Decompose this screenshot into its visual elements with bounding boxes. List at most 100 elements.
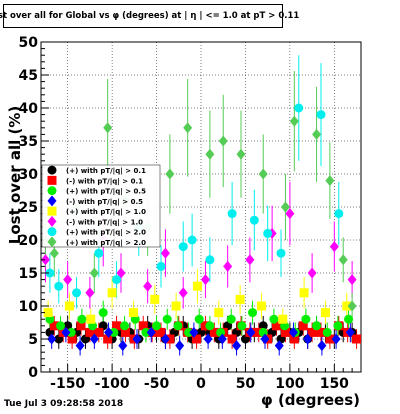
y-tick-label: 30 xyxy=(19,167,39,183)
data-point xyxy=(338,254,348,266)
y-axis-ticks: 0 5 10 15 20 25 30 35 40 45 50 xyxy=(19,35,49,381)
data-point xyxy=(77,314,87,324)
data-point xyxy=(317,340,327,352)
data-point xyxy=(256,301,266,311)
data-point xyxy=(89,333,99,345)
data-point xyxy=(203,333,213,345)
data-point xyxy=(94,248,104,258)
data-point xyxy=(312,321,322,331)
x-tick-label: -100 xyxy=(95,376,130,392)
data-point xyxy=(347,300,357,312)
data-point xyxy=(260,333,270,345)
data-point xyxy=(175,340,185,352)
legend-marker xyxy=(47,165,57,175)
data-point xyxy=(248,308,258,318)
data-point xyxy=(334,209,344,219)
data-point xyxy=(258,168,268,180)
data-point xyxy=(289,334,299,344)
data-point xyxy=(342,301,352,311)
legend-label: (+) with pT/|q| > 0.5 xyxy=(66,188,146,197)
data-point xyxy=(205,321,215,331)
data-point xyxy=(192,334,202,344)
legend-label: (+) with pT/|q| > 0.1 xyxy=(66,167,146,176)
data-point xyxy=(94,327,104,337)
x-tick-label: 50 xyxy=(236,376,256,392)
data-point xyxy=(205,255,215,265)
data-point xyxy=(61,326,71,338)
data-point xyxy=(194,314,204,324)
data-point xyxy=(104,326,114,338)
data-point xyxy=(192,281,202,291)
legend-label: (-) with pT/|q| > 0.5 xyxy=(66,198,143,207)
y-tick-label: 10 xyxy=(19,299,39,315)
y-tick-label: 45 xyxy=(19,68,38,84)
data-point xyxy=(132,333,142,345)
legend-label: (+) with pT/|q| > 2.0 xyxy=(66,239,146,248)
y-tick-label: 40 xyxy=(19,101,39,117)
y-axis-title: Lost over all (%) xyxy=(6,106,24,244)
data-point xyxy=(160,333,170,345)
data-point xyxy=(43,308,53,318)
chart-title: Lost over all for Global vs φ (degrees) … xyxy=(0,11,300,21)
data-point xyxy=(118,340,128,352)
x-axis-ticks: -150 -100 -50 0 50 100 150 xyxy=(40,364,362,392)
data-point xyxy=(235,294,245,304)
data-point xyxy=(64,301,74,311)
data-point xyxy=(325,334,335,344)
y-tick-label: 50 xyxy=(19,35,39,51)
y-tick-label: 25 xyxy=(19,200,38,216)
data-point xyxy=(301,314,311,324)
y-tick-label: 5 xyxy=(28,332,38,348)
data-point xyxy=(128,308,138,318)
timestamp-footer: Tue Jul 3 09:28:58 2018 xyxy=(4,399,124,409)
data-point xyxy=(103,334,113,344)
data-point xyxy=(205,148,215,160)
chart-title-box: Lost over all for Global vs φ (degrees) … xyxy=(0,4,299,28)
data-point xyxy=(209,327,219,337)
data-point xyxy=(150,294,160,304)
data-point xyxy=(298,321,308,331)
data-point xyxy=(184,327,194,337)
data-point xyxy=(263,228,273,238)
data-point xyxy=(56,321,66,331)
data-point xyxy=(303,333,313,345)
data-point xyxy=(187,235,197,245)
y-tick-label: 20 xyxy=(19,233,39,249)
data-point xyxy=(183,122,193,134)
data-point xyxy=(160,247,170,259)
data-point xyxy=(345,326,355,338)
legend-marker xyxy=(47,195,57,207)
data-point xyxy=(171,301,181,311)
data-point xyxy=(294,103,304,113)
data-point xyxy=(141,327,151,337)
data-point xyxy=(63,274,73,286)
data-point xyxy=(331,333,341,345)
legend-label: (+) with pT/|q| > 1.0 xyxy=(66,208,146,217)
data-point xyxy=(89,267,99,279)
data-point xyxy=(333,321,343,331)
x-tick-label: -50 xyxy=(144,376,170,392)
data-point xyxy=(347,274,357,286)
y-tick-label: 35 xyxy=(19,134,38,150)
data-point xyxy=(156,327,166,337)
data-point xyxy=(49,321,59,331)
data-point xyxy=(223,260,233,272)
data-point xyxy=(316,327,326,337)
data-point xyxy=(278,314,288,324)
x-tick-label: 150 xyxy=(320,376,349,392)
data-point xyxy=(329,241,339,253)
data-point xyxy=(280,201,290,213)
data-point xyxy=(307,327,317,337)
data-point xyxy=(76,321,86,331)
data-point xyxy=(226,314,236,324)
data-point xyxy=(245,254,255,266)
data-point xyxy=(156,261,166,271)
y-tick-label: 0 xyxy=(28,365,38,381)
data-point xyxy=(189,326,199,338)
y-tick-label: 15 xyxy=(19,266,38,282)
data-point xyxy=(285,208,295,220)
legend-box xyxy=(41,164,161,248)
data-point xyxy=(112,321,122,331)
data-point xyxy=(49,247,59,259)
data-point xyxy=(162,314,172,324)
